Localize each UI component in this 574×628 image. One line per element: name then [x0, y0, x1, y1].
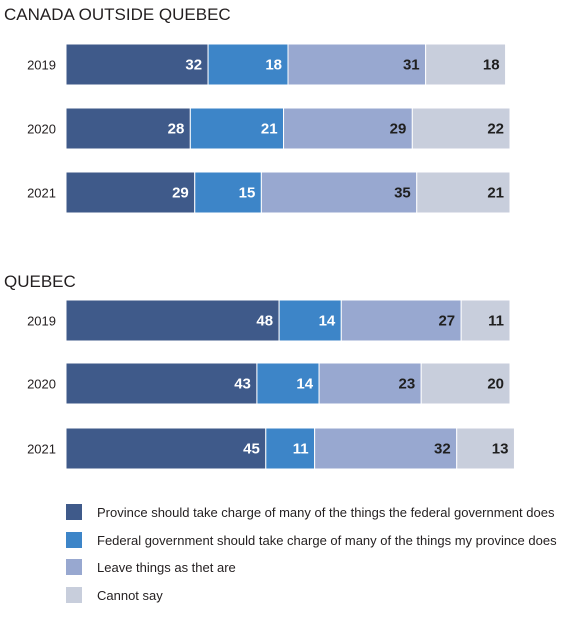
bar-segment — [460, 299, 511, 342]
value-label: 29 — [172, 185, 189, 202]
bar-segment — [65, 43, 209, 86]
bar-segment — [256, 362, 320, 405]
year-label: 2020 — [27, 377, 56, 392]
bar-segment — [65, 107, 191, 150]
bar-segment — [65, 299, 280, 342]
chart-panel-2: QUEBEC 2019 48 14 27 11 2020 43 14 23 20 2021 45 11 32… — [4, 272, 515, 470]
year-label: 2019 — [27, 314, 56, 329]
bar-segment — [411, 107, 511, 150]
value-label: 27 — [438, 313, 455, 330]
bar-segment — [420, 362, 511, 405]
value-label: 31 — [403, 57, 420, 74]
value-label: 14 — [296, 376, 313, 393]
bar-segment — [283, 107, 413, 150]
legend-swatch — [66, 559, 82, 575]
legend-swatch — [66, 532, 82, 548]
bar-segment — [318, 362, 422, 405]
value-label: 45 — [243, 441, 260, 458]
panel-title: QUEBEC — [4, 272, 76, 291]
bar-segment — [65, 171, 196, 214]
value-label: 29 — [390, 121, 407, 138]
value-label: 48 — [256, 313, 273, 330]
value-label: 35 — [394, 185, 411, 202]
year-label: 2021 — [27, 442, 56, 457]
legend-swatch — [66, 504, 82, 520]
bar-segment — [194, 171, 262, 214]
chart-panel-1: CANADA OUTSIDE QUEBEC 2019 32 18 31 18 2020 28 2… — [4, 5, 511, 214]
value-label: 32 — [185, 57, 202, 74]
legend: Province should take charge of many of t… — [66, 504, 557, 603]
bar-segment — [65, 427, 267, 470]
legend-label: Province should take charge of many of t… — [97, 505, 555, 520]
value-label: 18 — [265, 57, 282, 74]
legend-label: Federal government should take charge of… — [97, 533, 557, 548]
year-label: 2019 — [27, 58, 56, 73]
panel-title: CANADA OUTSIDE QUEBEC — [4, 5, 231, 24]
value-label: 28 — [168, 121, 185, 138]
bar-segment — [425, 43, 507, 86]
legend-swatch — [66, 587, 82, 603]
legend-label: Cannot say — [97, 588, 163, 603]
value-label: 13 — [492, 441, 509, 458]
bar-segment — [314, 427, 458, 470]
bar-segment — [65, 362, 258, 405]
bar-segment — [265, 427, 316, 470]
value-label: 21 — [487, 185, 504, 202]
value-label: 15 — [239, 185, 256, 202]
bar-segment — [278, 299, 342, 342]
value-label: 32 — [434, 441, 451, 458]
bar-segment — [456, 427, 515, 470]
value-label: 11 — [488, 313, 504, 330]
value-label: 21 — [261, 121, 278, 138]
bar-segment — [416, 171, 511, 214]
legend-label: Leave things as thet are — [97, 560, 236, 575]
bar-segment — [287, 43, 427, 86]
year-label: 2021 — [27, 186, 56, 201]
bar-segment — [189, 107, 285, 150]
value-label: 22 — [487, 121, 504, 138]
value-label: 23 — [399, 376, 416, 393]
value-label: 43 — [234, 376, 251, 393]
bar-segment — [340, 299, 462, 342]
bar-segment — [207, 43, 289, 86]
value-label: 20 — [487, 376, 504, 393]
value-label: 11 — [293, 441, 309, 458]
value-label: 14 — [319, 313, 336, 330]
value-label: 18 — [483, 57, 500, 74]
year-label: 2020 — [27, 122, 56, 137]
